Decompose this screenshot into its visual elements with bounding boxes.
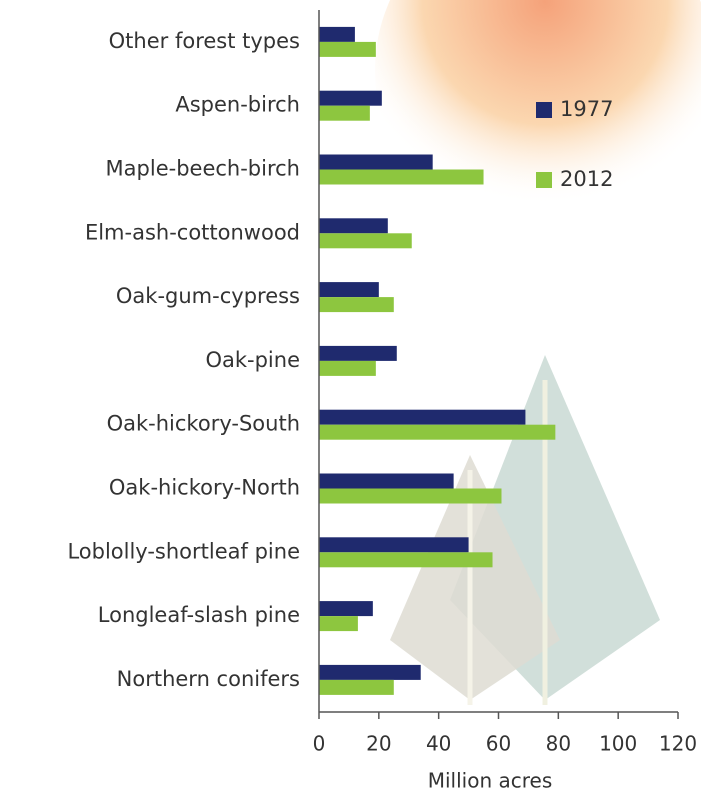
legend-swatch — [536, 102, 552, 118]
bar — [319, 90, 382, 106]
bar — [319, 233, 412, 249]
y-tick-label: Elm-ash-cottonwood — [85, 220, 300, 244]
x-axis-label: Million acres — [428, 769, 553, 793]
bar — [319, 601, 373, 617]
bar — [319, 409, 526, 425]
x-tick-label: 0 — [313, 732, 326, 756]
x-tick-label: 20 — [366, 732, 391, 756]
sun-decoration — [375, 0, 701, 240]
y-tick-label: Maple-beech-birch — [106, 157, 300, 181]
bar — [319, 616, 358, 632]
bar — [319, 41, 376, 57]
x-tick-label: 80 — [546, 732, 571, 756]
bar — [319, 488, 502, 504]
bar — [319, 105, 370, 121]
bar — [319, 679, 394, 695]
y-tick-label: Other forest types — [109, 29, 300, 53]
bar — [319, 218, 388, 234]
y-tick-label: Oak-hickory-North — [109, 476, 300, 500]
bar — [319, 424, 556, 440]
y-tick-label: Northern conifers — [117, 667, 300, 691]
y-tick-label: Longleaf-slash pine — [98, 603, 300, 627]
legend-label: 1977 — [560, 97, 613, 121]
legend-label: 2012 — [560, 167, 613, 191]
y-tick-label: Loblolly-shortleaf pine — [67, 539, 300, 563]
y-tick-label: Oak-hickory-South — [107, 412, 300, 436]
x-tick-label: 60 — [486, 732, 511, 756]
bar — [319, 552, 493, 568]
x-tick-label: 120 — [659, 732, 697, 756]
bar — [319, 169, 484, 185]
x-tick-label: 100 — [599, 732, 637, 756]
bar — [319, 360, 376, 376]
bar — [319, 282, 379, 298]
bar — [319, 345, 397, 361]
bar — [319, 664, 421, 680]
bar — [319, 26, 355, 42]
tree-decoration — [390, 455, 560, 700]
y-tick-label: Oak-pine — [205, 348, 300, 372]
bar — [319, 473, 454, 489]
x-tick-label: 40 — [426, 732, 451, 756]
y-tick-label: Aspen-birch — [175, 93, 300, 117]
y-tick-label: Oak-gum-cypress — [116, 284, 300, 308]
bar — [319, 154, 433, 170]
bar — [319, 537, 469, 553]
bar — [319, 297, 394, 313]
legend-swatch — [536, 172, 552, 188]
